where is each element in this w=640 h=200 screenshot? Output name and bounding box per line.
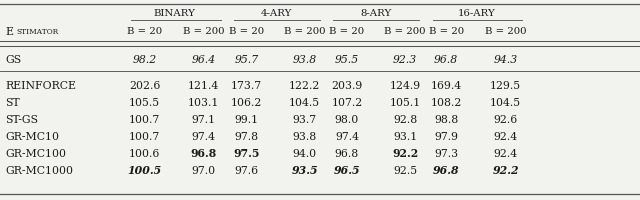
Text: 105.5: 105.5 — [129, 98, 160, 107]
Text: 95.5: 95.5 — [335, 55, 359, 65]
Text: 16-ARY: 16-ARY — [458, 9, 495, 18]
Text: 129.5: 129.5 — [490, 81, 521, 91]
Text: BINARY: BINARY — [153, 9, 195, 18]
Text: 96.5: 96.5 — [333, 165, 360, 176]
Text: ST: ST — [5, 98, 20, 107]
Text: 100.7: 100.7 — [129, 131, 160, 141]
Text: B = 200: B = 200 — [183, 27, 224, 36]
Text: 92.2: 92.2 — [392, 148, 419, 159]
Text: B = 20: B = 20 — [229, 27, 264, 36]
Text: 93.8: 93.8 — [292, 55, 317, 65]
Text: 4-ARY: 4-ARY — [260, 9, 292, 18]
Text: 96.8: 96.8 — [433, 165, 460, 176]
Text: 97.3: 97.3 — [434, 148, 458, 158]
Text: 92.4: 92.4 — [493, 131, 518, 141]
Text: 97.0: 97.0 — [191, 165, 216, 175]
Text: GR-MC100: GR-MC100 — [5, 148, 66, 158]
Text: 169.4: 169.4 — [431, 81, 461, 91]
Text: 100.6: 100.6 — [129, 148, 161, 158]
Text: 97.9: 97.9 — [434, 131, 458, 141]
Text: 96.8: 96.8 — [335, 148, 359, 158]
Text: 92.3: 92.3 — [393, 55, 417, 65]
Text: ST-GS: ST-GS — [5, 114, 38, 124]
Text: 103.1: 103.1 — [188, 98, 220, 107]
Text: 97.1: 97.1 — [191, 114, 216, 124]
Text: 104.5: 104.5 — [490, 98, 521, 107]
Text: 100.7: 100.7 — [129, 114, 160, 124]
Text: GS: GS — [5, 55, 21, 65]
Text: GR-MC1000: GR-MC1000 — [5, 165, 73, 175]
Text: 97.4: 97.4 — [335, 131, 359, 141]
Text: 108.2: 108.2 — [430, 98, 462, 107]
Text: 92.6: 92.6 — [493, 114, 518, 124]
Text: 97.6: 97.6 — [234, 165, 259, 175]
Text: 93.5: 93.5 — [291, 165, 318, 176]
Text: 96.8: 96.8 — [434, 55, 458, 65]
Text: 92.4: 92.4 — [493, 148, 518, 158]
Text: 93.7: 93.7 — [292, 114, 317, 124]
Text: B = 200: B = 200 — [485, 27, 526, 36]
Text: 104.5: 104.5 — [289, 98, 320, 107]
Text: B = 20: B = 20 — [127, 27, 162, 36]
Text: 99.1: 99.1 — [234, 114, 259, 124]
Text: 202.6: 202.6 — [129, 81, 161, 91]
Text: 107.2: 107.2 — [332, 98, 362, 107]
Text: E: E — [5, 27, 13, 37]
Text: 96.8: 96.8 — [190, 148, 217, 159]
Text: 93.8: 93.8 — [292, 131, 317, 141]
Text: B = 20: B = 20 — [429, 27, 463, 36]
Text: GR-MC10: GR-MC10 — [5, 131, 59, 141]
Text: 98.2: 98.2 — [132, 55, 157, 65]
Text: B = 20: B = 20 — [330, 27, 364, 36]
Text: B = 200: B = 200 — [385, 27, 426, 36]
Text: REINFORCE: REINFORCE — [5, 81, 76, 91]
Text: 203.9: 203.9 — [332, 81, 362, 91]
Text: 95.7: 95.7 — [234, 55, 259, 65]
Text: 106.2: 106.2 — [230, 98, 262, 107]
Text: 92.8: 92.8 — [393, 114, 417, 124]
Text: 96.4: 96.4 — [191, 55, 216, 65]
Text: 97.8: 97.8 — [234, 131, 259, 141]
Text: 97.5: 97.5 — [233, 148, 260, 159]
Text: 94.3: 94.3 — [493, 55, 518, 65]
Text: 98.8: 98.8 — [434, 114, 458, 124]
Text: 173.7: 173.7 — [231, 81, 262, 91]
Text: 93.1: 93.1 — [393, 131, 417, 141]
Text: 92.5: 92.5 — [393, 165, 417, 175]
Text: 98.0: 98.0 — [335, 114, 359, 124]
Text: 105.1: 105.1 — [390, 98, 420, 107]
Text: 121.4: 121.4 — [188, 81, 219, 91]
Text: 8-ARY: 8-ARY — [360, 9, 391, 18]
Text: STIMATOR: STIMATOR — [16, 28, 58, 36]
Text: 124.9: 124.9 — [390, 81, 420, 91]
Text: B = 200: B = 200 — [284, 27, 325, 36]
Text: 100.5: 100.5 — [127, 165, 162, 176]
Text: 94.0: 94.0 — [292, 148, 317, 158]
Text: 97.4: 97.4 — [191, 131, 216, 141]
Text: 122.2: 122.2 — [289, 81, 321, 91]
Text: 92.2: 92.2 — [492, 165, 519, 176]
